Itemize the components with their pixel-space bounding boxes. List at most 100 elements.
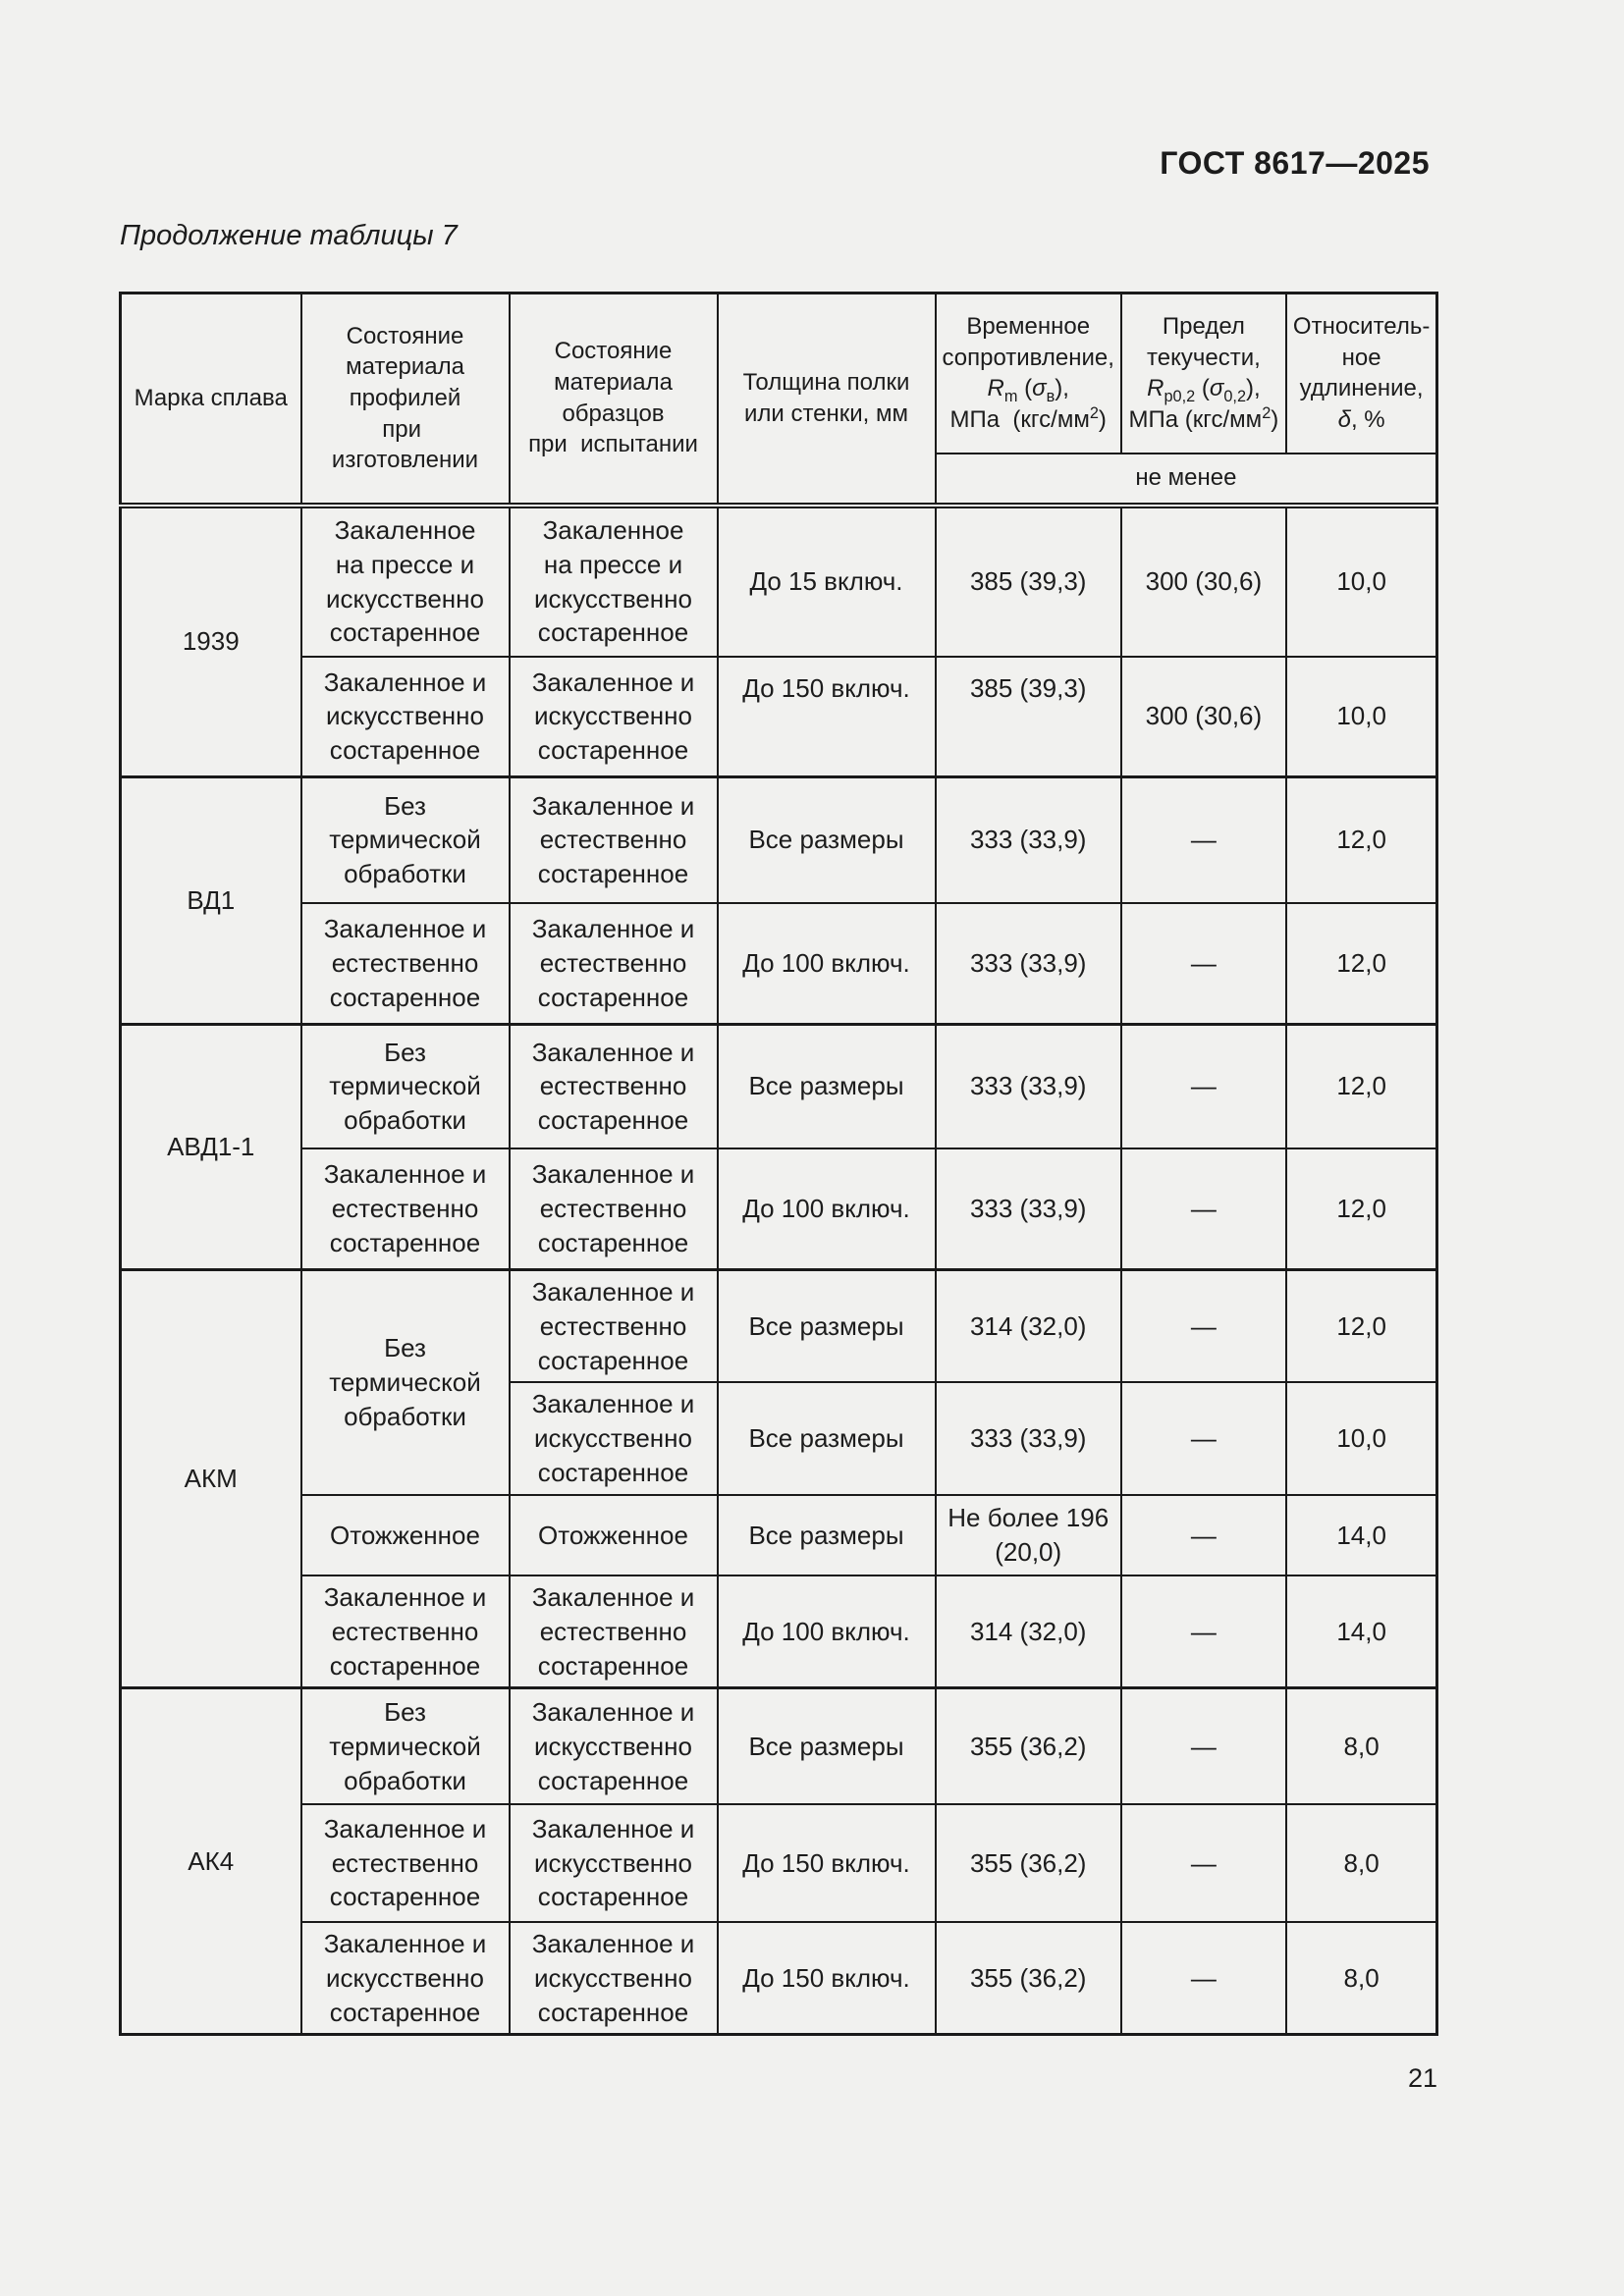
cell-rp: —	[1119, 1493, 1287, 1576]
column-header-rp: Предел текучести, Rp0,2 (σ0,2), МПа (кгс/мм…	[1119, 292, 1287, 454]
cell-thickness: Все размеры	[716, 1268, 937, 1384]
cell-el: 10,0	[1284, 1381, 1438, 1496]
cell-rm: 333 (33,9)	[934, 1147, 1122, 1271]
cell-state_profile: Без термической обработки	[299, 1267, 511, 1496]
cell-state_sample: Закаленное и искусственно состаренное	[508, 1686, 719, 1805]
cell-el: 8,0	[1284, 1802, 1438, 1923]
cell-el: 12,0	[1284, 901, 1438, 1026]
cell-state_sample: Отожженное	[508, 1493, 719, 1576]
cell-el: 8,0	[1284, 1920, 1438, 2036]
cell-rm: 333 (33,9)	[934, 775, 1122, 904]
cell-state_profile: Закаленное и искусственно состаренное	[299, 655, 511, 778]
cell-el: 14,0	[1284, 1493, 1438, 1576]
cell-state_profile: Без термической обработки	[299, 1686, 511, 1805]
table-row: Закаленное и естественно состаренное Закале…	[121, 1147, 1438, 1271]
cell-thickness: До 150 включ.	[716, 655, 937, 778]
cell-el: 12,0	[1284, 1147, 1438, 1271]
cell-alloy: АК4	[119, 1686, 302, 2036]
table-row: АК4 Без термической обработки Закаленное и ис…	[119, 1686, 1438, 2036]
cell-state_profile: Закаленное на прессе и искусственно состаре…	[299, 502, 511, 658]
cell-rp: —	[1119, 775, 1287, 904]
cell-state_sample: Закаленное и естественно состаренное	[508, 775, 719, 904]
cell-thickness: До 150 включ.	[716, 1802, 937, 1923]
cell-state_profile: Без термической обработки	[299, 775, 511, 904]
cell-thickness: Все размеры	[716, 1381, 937, 1496]
cell-state_profile: Закаленное и естественно состаренное	[299, 1574, 511, 1689]
cell-rp: —	[1119, 1268, 1287, 1384]
cell-state_sample: Закаленное на прессе и искусственно состаре…	[508, 502, 719, 658]
cell-state_sample: Закаленное и естественно состаренное	[508, 1023, 719, 1149]
page-number: 21	[1407, 2063, 1437, 2093]
cell-thickness: Все размеры	[716, 1686, 937, 1805]
cell-rp: —	[1119, 1920, 1287, 2036]
cell-alloy: АВД1-1	[119, 1023, 302, 1271]
cell-rp: —	[1119, 1686, 1287, 1805]
cell-state_sample: Закаленное и искусственно состаренное	[508, 1802, 719, 1923]
cell-rp: —	[1119, 1147, 1287, 1271]
cell-state_sample: Закаленное и естественно состаренное	[508, 901, 719, 1026]
cell-el: 12,0	[1284, 1268, 1438, 1384]
cell-thickness: Все размеры	[716, 1023, 937, 1149]
table-row: Закаленное и искусственно состаренное Закал…	[121, 655, 1438, 778]
cell-state_sample: Закаленное и естественно состаренное	[508, 1268, 719, 1384]
cell-rm: 314 (32,0)	[934, 1574, 1122, 1689]
subheader-ne-menee: не менее	[934, 452, 1438, 507]
cell-rm: 355 (36,2)	[934, 1802, 1122, 1923]
cell-el: 14,0	[1284, 1574, 1438, 1689]
cell-el: 10,0	[1284, 502, 1438, 658]
cell-rm: 314 (32,0)	[934, 1268, 1122, 1384]
table-row: 1939 Закаленное на прессе и искусственно сос…	[119, 502, 1438, 778]
cell-alloy: АКМ	[119, 1267, 302, 1689]
table-row: Закаленное и естественно состаренное Закале…	[121, 1802, 1438, 1923]
cell-el: 8,0	[1284, 1686, 1438, 1805]
cell-rm: 333 (33,9)	[934, 901, 1122, 1026]
table-7-continued: Марка сплава Состояние материала профилей пр…	[119, 292, 1439, 2037]
cell-state_sample: Закаленное и искусственно состаренное	[508, 1381, 719, 1496]
cell-state_profile: Закаленное и искусственно состаренное	[299, 1920, 511, 2036]
cell-rm: 355 (36,2)	[934, 1686, 1122, 1805]
table-row: АКМ Без термической обработки Закаленное и ес…	[119, 1267, 1438, 1689]
cell-rp: —	[1119, 1381, 1287, 1496]
table-row: ВД1 Без термической обработки Закаленное и ес…	[119, 775, 1438, 1026]
cell-state_profile: Отожженное	[299, 1493, 511, 1576]
cell-rm: 333 (33,9)	[934, 1381, 1122, 1496]
cell-rp: 300 (30,6)	[1119, 655, 1287, 778]
column-header-thickness: Толщина полки или стенки, мм	[716, 292, 937, 507]
table-row: Закаленное и искусственно состаренное Все р…	[121, 1381, 1438, 1496]
cell-thickness: До 100 включ.	[716, 1574, 937, 1689]
cell-el: 10,0	[1284, 655, 1438, 778]
column-header-el: Относитель-ное удлинение, δ, %	[1284, 292, 1438, 454]
cell-state_profile: Закаленное и естественно состаренное	[299, 901, 511, 1026]
cell-rm: 355 (36,2)	[934, 1920, 1122, 2036]
column-header-rm: Временное сопротивление, Rm (σв), МПа (кгс/…	[934, 292, 1122, 454]
cell-thickness: До 100 включ.	[716, 901, 937, 1026]
table-header: Марка сплава Состояние материала профилей пр…	[119, 292, 1438, 507]
table-body: 1939 Закаленное на прессе и искусственно сос…	[119, 502, 1438, 2036]
cell-thickness: Все размеры	[716, 775, 937, 904]
cell-state_sample: Закаленное и естественно состаренное	[508, 1147, 719, 1271]
cell-state_sample: Закаленное и искусственно состаренное	[508, 1920, 719, 2036]
doc-code: ГОСТ 8617—2025	[1160, 145, 1430, 181]
table-row: АВД1-1 Без термической обработки Закаленное …	[119, 1023, 1438, 1271]
table-row: Закаленное и естественно состаренное Закале…	[121, 901, 1438, 1026]
column-header-state_sample: Состояние материала образцов при испытании	[508, 292, 719, 507]
table-row: Закаленное и естественно состаренное Закале…	[121, 1574, 1438, 1689]
cell-alloy: ВД1	[119, 775, 302, 1026]
cell-rp: —	[1119, 1574, 1287, 1689]
cell-rp: 300 (30,6)	[1119, 502, 1287, 658]
column-header-alloy: Марка сплава	[119, 292, 302, 507]
cell-state_sample: Закаленное и естественно состаренное	[508, 1574, 719, 1689]
cell-rp: —	[1119, 1802, 1287, 1923]
cell-rp: —	[1119, 1023, 1287, 1149]
cell-rm: 385 (39,3)	[934, 655, 1122, 778]
cell-rm: 333 (33,9)	[934, 1023, 1122, 1149]
cell-alloy: 1939	[119, 502, 302, 778]
cell-thickness: Все размеры	[716, 1493, 937, 1576]
cell-rm: 385 (39,3)	[934, 502, 1122, 658]
table-row: Отожженное Отожженное Все размеры Не более …	[121, 1493, 1438, 1576]
column-header-state_profile: Состояние материала профилей при изготовлен…	[299, 292, 511, 507]
table-caption: Продолжение таблицы 7	[120, 220, 458, 251]
cell-rm: Не более 196 (20,0)	[934, 1493, 1122, 1576]
table-row: Закаленное и искусственно состаренное Закал…	[121, 1920, 1438, 2036]
